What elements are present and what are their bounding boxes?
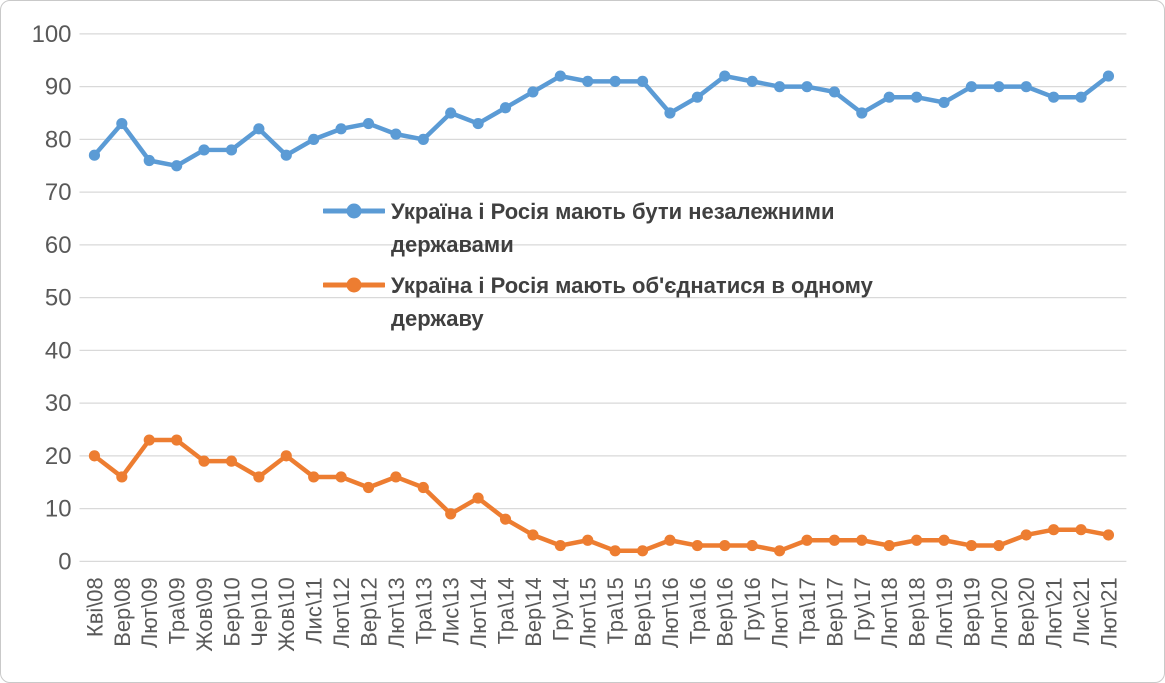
svg-text:Тра\13: Тра\13 xyxy=(411,577,436,644)
y-axis-labels: 0 10 20 30 40 50 60 70 80 90 100 xyxy=(32,21,72,575)
svg-text:Жов\09: Жов\09 xyxy=(192,577,217,651)
svg-text:Лют\21: Лют\21 xyxy=(1096,577,1121,648)
svg-text:Лис\13: Лис\13 xyxy=(439,577,464,645)
svg-text:Лют\20: Лют\20 xyxy=(987,577,1012,648)
svg-text:Вер\19: Вер\19 xyxy=(959,577,984,646)
svg-text:Вер\18: Вер\18 xyxy=(905,577,930,646)
svg-text:Вер\16: Вер\16 xyxy=(713,577,738,646)
svg-text:Тра\15: Тра\15 xyxy=(603,577,628,644)
svg-text:Бер\10: Бер\10 xyxy=(219,577,244,646)
svg-text:Лис\11: Лис\11 xyxy=(302,577,327,643)
svg-text:Гру\17: Гру\17 xyxy=(850,577,875,641)
gridlines xyxy=(79,33,1127,563)
svg-text:Вер\12: Вер\12 xyxy=(356,577,381,646)
svg-text:Лют\14: Лют\14 xyxy=(466,577,491,648)
svg-text:Вер\14: Вер\14 xyxy=(521,577,546,646)
svg-text:Жов\10: Жов\10 xyxy=(274,577,299,651)
svg-text:Вер\15: Вер\15 xyxy=(631,577,656,646)
svg-text:Гру\16: Гру\16 xyxy=(740,577,765,641)
svg-text:Гру\14: Гру\14 xyxy=(548,577,573,641)
svg-text:Лют\21: Лют\21 xyxy=(1042,577,1067,648)
svg-text:30: 30 xyxy=(45,390,72,417)
svg-text:Лют\15: Лют\15 xyxy=(576,577,601,648)
svg-text:Кві\08: Кві\08 xyxy=(82,577,107,637)
svg-text:80: 80 xyxy=(45,126,72,153)
svg-text:Тра\17: Тра\17 xyxy=(795,577,820,644)
svg-text:40: 40 xyxy=(45,337,72,364)
svg-text:Лют\13: Лют\13 xyxy=(384,577,409,648)
svg-text:Лис\21: Лис\21 xyxy=(1069,577,1094,645)
x-axis-labels: Кві\08 Вер\08 Лют\09 Тра\09 Жов\09 Бер\10 Чер\… xyxy=(82,577,1121,651)
series-0-line xyxy=(88,70,1115,172)
svg-text:Вер\20: Вер\20 xyxy=(1014,577,1039,646)
svg-text:60: 60 xyxy=(45,232,72,259)
svg-text:Лют\19: Лют\19 xyxy=(932,577,957,648)
svg-text:20: 20 xyxy=(45,443,72,470)
svg-text:Вер\17: Вер\17 xyxy=(822,577,847,646)
series-1-line xyxy=(88,434,1115,557)
svg-text:Тра\14: Тра\14 xyxy=(493,577,518,644)
svg-text:100: 100 xyxy=(32,21,72,48)
svg-text:Лют\18: Лют\18 xyxy=(877,577,902,648)
svg-text:Лют\09: Лют\09 xyxy=(137,577,162,648)
svg-text:0: 0 xyxy=(58,548,71,575)
svg-text:Лют\16: Лют\16 xyxy=(658,577,683,648)
svg-text:10: 10 xyxy=(45,496,72,523)
svg-text:Лют\12: Лют\12 xyxy=(329,577,354,648)
svg-text:Вер\08: Вер\08 xyxy=(110,577,135,646)
svg-text:Тра\09: Тра\09 xyxy=(165,577,190,644)
svg-text:Чер\10: Чер\10 xyxy=(247,577,272,646)
svg-text:50: 50 xyxy=(45,285,72,312)
svg-text:70: 70 xyxy=(45,179,72,206)
svg-text:90: 90 xyxy=(45,74,72,101)
svg-text:Лют\17: Лют\17 xyxy=(768,577,793,648)
svg-text:Тра\16: Тра\16 xyxy=(685,577,710,644)
